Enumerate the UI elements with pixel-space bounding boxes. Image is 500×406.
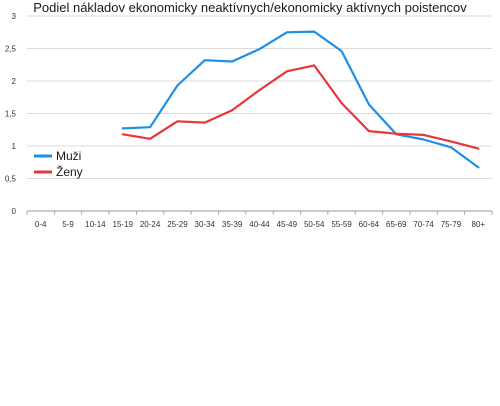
x-tick-label: 25-29 — [167, 220, 188, 229]
y-tick-label: 0,5 — [5, 175, 17, 184]
y-tick-label: 2 — [12, 77, 17, 86]
y-tick-label: 1 — [12, 142, 17, 151]
series-lines — [121, 30, 480, 169]
x-tick-label: 75-79 — [441, 220, 462, 229]
x-tick-label: 50-54 — [304, 220, 325, 229]
x-tick-label: 65-69 — [386, 220, 407, 229]
chart-title: Podiel nákladov ekonomicky neaktívnych/e… — [33, 0, 467, 15]
x-tick-label: 20-24 — [140, 220, 161, 229]
x-tick-label: 15-19 — [113, 220, 134, 229]
x-tick-label: 35-39 — [222, 220, 243, 229]
x-tick-label: 80+ — [472, 220, 486, 229]
y-tick-label: 2,5 — [5, 45, 17, 54]
gridlines — [27, 15, 492, 179]
legend-label: Ženy — [56, 164, 83, 179]
y-tick-label: 3 — [12, 12, 17, 21]
x-tick-label: 5-9 — [62, 220, 74, 229]
series-line-muži — [121, 30, 480, 169]
x-tick-label: 70-74 — [413, 220, 434, 229]
y-tick-label: 0 — [12, 207, 17, 216]
x-tick-label: 30-34 — [195, 220, 216, 229]
x-tick-label: 60-64 — [359, 220, 380, 229]
y-tick-label: 1,5 — [5, 110, 17, 119]
axes: 0 0,5 1 1,5 2 2,5 3 0-4 5-9 10-14 15-19 20-24 25-29 3… — [5, 12, 493, 229]
x-tick-label: 10-14 — [85, 220, 106, 229]
x-tick-label: 40-44 — [249, 220, 270, 229]
x-tick-label: 0-4 — [35, 220, 47, 229]
legend-label: Muži — [56, 149, 81, 163]
x-tick-label: 55-59 — [331, 220, 352, 229]
x-tick-label: 45-49 — [277, 220, 298, 229]
series-line-ženy — [121, 64, 480, 150]
